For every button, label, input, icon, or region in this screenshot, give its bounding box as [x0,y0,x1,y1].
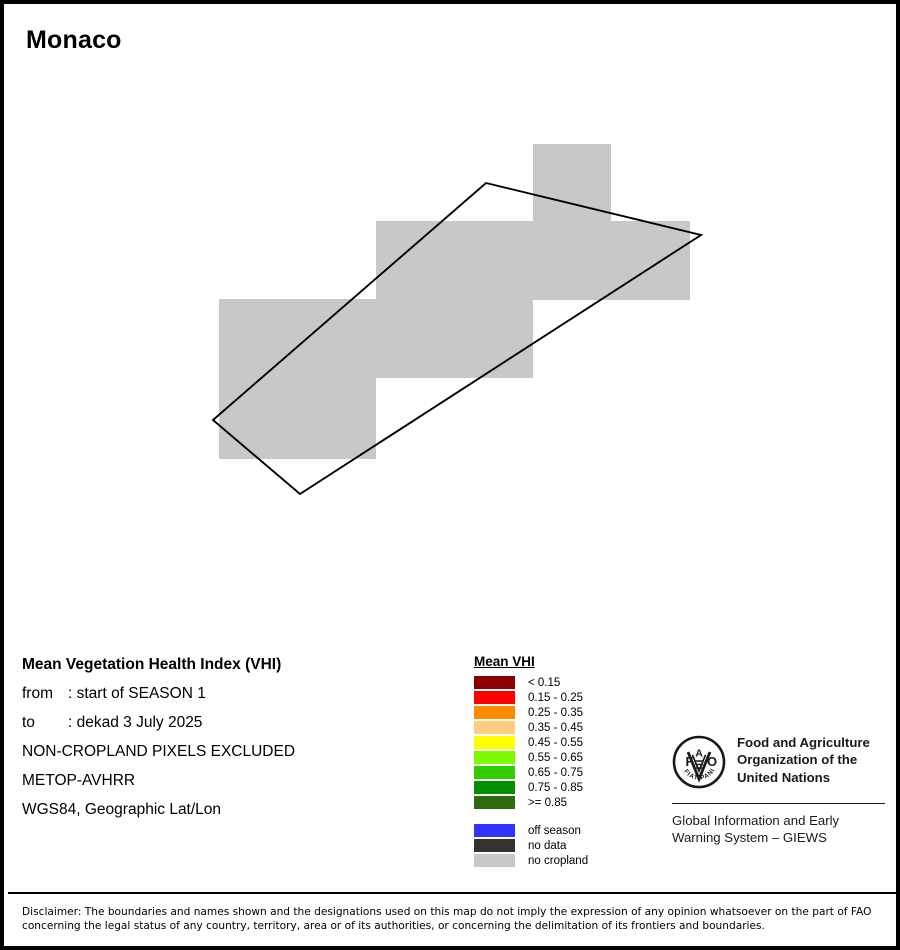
legend-item-no-data: no data [474,838,588,853]
legend-label: 0.45 - 0.55 [528,736,583,749]
legend-swatch [474,766,515,779]
legend-item: 0.15 - 0.25 [474,690,588,705]
legend-spacer [474,810,588,823]
legend-label: >= 0.85 [528,796,568,809]
legend-label: 0.65 - 0.75 [528,766,583,779]
legend-item: 0.25 - 0.35 [474,705,588,720]
legend-item: < 0.15 [474,675,588,690]
info-heading: Mean Vegetation Health Index (VHI) [22,656,282,673]
map-canvas[interactable] [4,74,896,634]
fao-logo-row: F A O FIAT PANIS Food and Agriculture Or… [669,730,887,794]
legend-swatch [474,751,515,764]
legend: Mean VHI < 0.15 0.15 - 0.25 0.25 - 0.35 … [474,654,588,868]
legend-swatch [474,706,515,719]
fao-name-line-3: United Nations [737,769,831,785]
info-to-value: : dekad 3 July 2025 [68,714,203,731]
svg-text:A: A [695,748,703,760]
legend-swatch [474,854,515,867]
fao-name-line-2: Organization of the [737,752,858,768]
info-projection: WGS84, Geographic Lat/Lon [22,801,222,818]
map-svg [211,144,704,496]
legend-swatch [474,839,515,852]
page-title: Monaco [26,26,122,54]
svg-text:F: F [686,754,694,769]
svg-text:O: O [707,754,717,769]
nocropland-cell [219,377,376,459]
country-boundary-outline [211,181,704,496]
legend-item: >= 0.85 [474,795,588,810]
legend-item-off-season: off season [474,823,588,838]
legend-label: < 0.15 [528,676,561,689]
legend-title: Mean VHI [474,654,535,669]
giews-line-1: Global Information and Early [672,813,840,828]
legend-label: no cropland [528,854,589,867]
legend-label: 0.25 - 0.35 [528,706,583,719]
nocropland-pixel-layer [219,144,690,459]
legend-swatch [474,736,515,749]
legend-item: 0.75 - 0.85 [474,780,588,795]
legend-item-no-cropland: no cropland [474,853,588,868]
fao-name-line-1: Food and Agriculture [737,735,870,750]
disclaimer-line-1: Disclaimer: The boundaries and names sho… [22,906,872,918]
nocropland-cell [533,144,611,222]
fao-organization-name: Food and Agriculture Organization of the… [737,734,870,786]
fao-divider [672,803,885,804]
fao-emblem-icon: F A O FIAT PANIS [669,730,726,794]
info-from-label: from [22,685,53,702]
giews-name: Global Information and Early Warning Sys… [672,812,887,847]
info-row-from: from : start of SEASON 1 [22,685,452,703]
map-info-block: Mean Vegetation Health Index (VHI) from … [22,656,452,830]
legend-swatch [474,691,515,704]
legend-label: no data [528,839,567,852]
nocropland-cell [219,299,533,378]
legend-swatch [474,796,515,809]
info-to-label: to [22,714,35,731]
disclaimer-divider [8,892,896,894]
legend-item: 0.45 - 0.55 [474,735,588,750]
legend-label: 0.55 - 0.65 [528,751,583,764]
legend-swatch [474,676,515,689]
legend-label: off season [528,824,581,837]
info-from-value: : start of SEASON 1 [68,685,206,702]
legend-swatch [474,824,515,837]
fao-branding-block: F A O FIAT PANIS Food and Agriculture Or… [669,730,887,847]
legend-item: 0.35 - 0.45 [474,720,588,735]
legend-label: 0.35 - 0.45 [528,721,583,734]
legend-label: 0.75 - 0.85 [528,781,583,794]
giews-line-2: Warning System – GIEWS [672,830,827,846]
legend-label: 0.15 - 0.25 [528,691,583,704]
nocropland-cell [376,221,690,300]
info-noncropland-note: NON-CROPLAND PIXELS EXCLUDED [22,743,296,760]
legend-swatch [474,781,515,794]
legend-item: 0.65 - 0.75 [474,765,588,780]
info-row-to: to : dekad 3 July 2025 [22,714,452,732]
disclaimer: Disclaimer: The boundaries and names sho… [22,905,892,934]
disclaimer-line-2: concerning the legal status of any count… [22,920,765,933]
legend-item: 0.55 - 0.65 [474,750,588,765]
legend-swatch [474,721,515,734]
info-sensor: METOP-AVHRR [22,772,136,789]
